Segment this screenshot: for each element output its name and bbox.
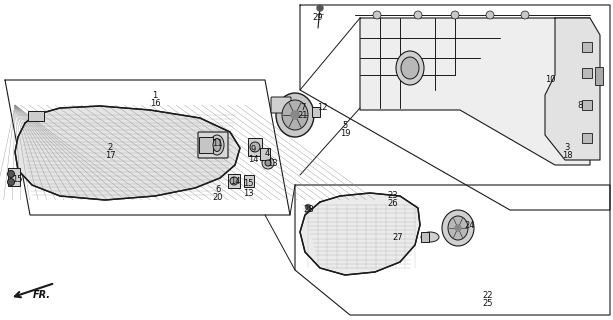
Text: 15: 15 <box>12 175 22 185</box>
Circle shape <box>265 160 271 166</box>
Bar <box>8 168 20 186</box>
Ellipse shape <box>421 232 439 242</box>
Text: 21: 21 <box>298 110 308 119</box>
Text: 23: 23 <box>387 191 398 201</box>
Bar <box>248 138 262 156</box>
Ellipse shape <box>396 51 424 85</box>
Text: 4: 4 <box>264 148 270 157</box>
Text: 24: 24 <box>465 221 475 230</box>
Bar <box>260 148 270 160</box>
Circle shape <box>230 177 238 185</box>
Bar <box>312 107 320 117</box>
Bar <box>228 174 240 188</box>
Text: 22: 22 <box>483 292 493 300</box>
Text: 20: 20 <box>213 194 223 203</box>
Text: 9: 9 <box>250 146 256 155</box>
Bar <box>28 111 44 121</box>
Ellipse shape <box>282 100 308 130</box>
Text: 17: 17 <box>105 151 115 161</box>
Ellipse shape <box>448 216 468 240</box>
Circle shape <box>317 5 323 11</box>
Ellipse shape <box>276 93 314 137</box>
Text: 15: 15 <box>243 180 253 188</box>
Circle shape <box>291 111 299 119</box>
Text: 14: 14 <box>230 178 240 187</box>
Text: 28: 28 <box>303 205 314 214</box>
Ellipse shape <box>210 135 224 155</box>
Text: 12: 12 <box>317 102 327 111</box>
Circle shape <box>373 11 381 19</box>
Text: 27: 27 <box>393 233 403 242</box>
Text: 6: 6 <box>215 186 221 195</box>
Bar <box>199 137 213 153</box>
Bar <box>582 133 592 143</box>
Ellipse shape <box>213 139 221 151</box>
Text: 26: 26 <box>387 199 398 209</box>
Text: 2: 2 <box>107 143 113 153</box>
FancyBboxPatch shape <box>271 97 291 113</box>
Text: 3: 3 <box>565 142 569 151</box>
Bar <box>582 100 592 110</box>
Text: 13: 13 <box>243 188 253 197</box>
Circle shape <box>7 171 15 178</box>
Circle shape <box>305 204 311 210</box>
Polygon shape <box>545 18 600 160</box>
Bar <box>421 232 429 242</box>
Ellipse shape <box>401 57 419 79</box>
Circle shape <box>455 225 461 231</box>
Circle shape <box>7 179 15 186</box>
Text: 18: 18 <box>562 150 573 159</box>
FancyBboxPatch shape <box>198 132 228 158</box>
Text: FR.: FR. <box>33 290 51 300</box>
Ellipse shape <box>442 210 474 246</box>
Text: 1: 1 <box>153 91 158 100</box>
Bar <box>244 175 254 187</box>
Text: 14: 14 <box>248 155 258 164</box>
Circle shape <box>521 11 529 19</box>
Text: 11: 11 <box>211 139 223 148</box>
Text: 7: 7 <box>300 102 306 111</box>
Polygon shape <box>300 193 420 275</box>
Polygon shape <box>360 18 590 165</box>
Bar <box>582 68 592 78</box>
Polygon shape <box>15 106 240 200</box>
Circle shape <box>262 157 274 169</box>
Text: 19: 19 <box>340 129 350 138</box>
Text: 29: 29 <box>313 13 323 22</box>
Text: 25: 25 <box>483 300 493 308</box>
Circle shape <box>250 142 260 152</box>
Circle shape <box>486 11 494 19</box>
Circle shape <box>414 11 422 19</box>
Bar <box>595 67 603 85</box>
Text: 16: 16 <box>150 99 161 108</box>
Bar <box>582 42 592 52</box>
Text: 13: 13 <box>267 158 277 167</box>
Text: 10: 10 <box>545 75 555 84</box>
Text: 5: 5 <box>343 121 348 130</box>
Text: 8: 8 <box>577 100 583 109</box>
Circle shape <box>451 11 459 19</box>
